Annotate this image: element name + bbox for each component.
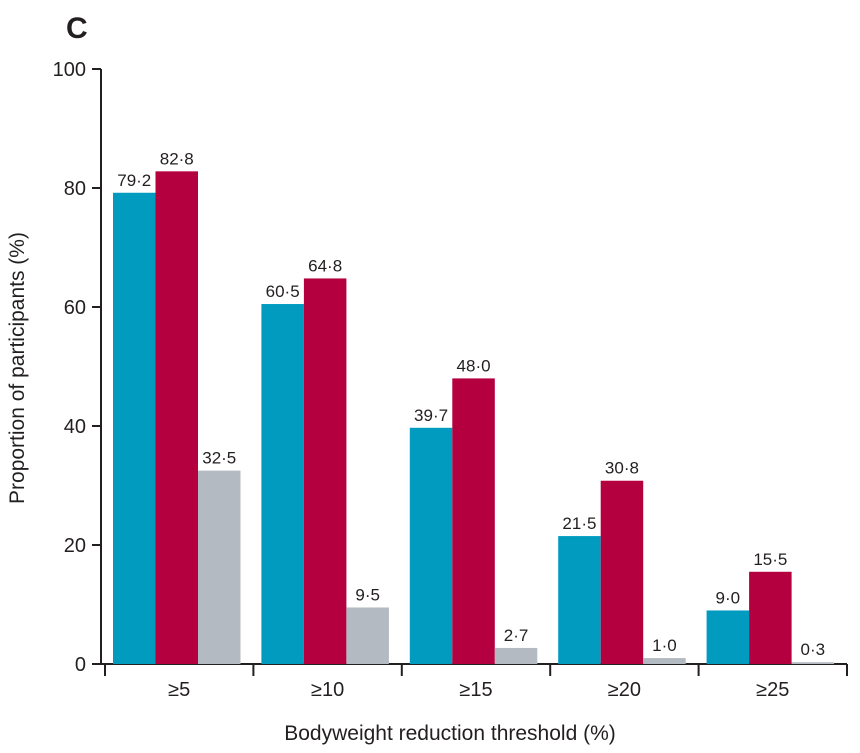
x-tick-label: ≥10 — [311, 679, 344, 701]
x-axis: ≥5 ≥10 ≥15 ≥20 ≥25 — [101, 663, 848, 701]
bar — [558, 536, 601, 664]
y-tick-label: 0 — [75, 654, 86, 676]
bar-value-label: 9·0 — [716, 588, 741, 607]
bar-value-label: 0·3 — [801, 640, 826, 659]
bar-value-label: 1·0 — [652, 636, 677, 655]
bar — [346, 607, 389, 664]
bar — [600, 480, 644, 664]
bar — [198, 470, 241, 664]
bar-value-label: 15·5 — [753, 550, 787, 569]
y-tick-label: 80 — [64, 178, 86, 200]
bar — [409, 427, 453, 664]
bars — [113, 171, 835, 664]
bar-value-label: 2·7 — [504, 626, 529, 645]
bar-value-label: 32·5 — [202, 449, 236, 468]
bar-value-label: 79·2 — [117, 171, 151, 190]
y-tick-label: 100 — [53, 59, 86, 81]
bar — [643, 658, 686, 664]
x-tick-label: ≥25 — [756, 679, 789, 701]
bar-value-label: 30·8 — [605, 459, 639, 478]
bar-value-label: 82·8 — [160, 149, 194, 168]
y-tick-label: 60 — [64, 297, 86, 319]
x-tick-label: ≥15 — [459, 679, 492, 701]
panel-label: C — [66, 12, 88, 45]
y-tick-label: 40 — [64, 416, 86, 438]
bar-value-label: 60·5 — [266, 282, 300, 301]
bar — [494, 647, 538, 664]
bar — [303, 278, 347, 664]
bar-value-label: 21·5 — [562, 514, 596, 533]
bar — [791, 662, 835, 664]
bar-value-label: 9·5 — [355, 585, 380, 604]
x-axis-title: Bodyweight reduction threshold (%) — [284, 722, 616, 745]
x-tick-label: ≥20 — [608, 679, 641, 701]
bar — [261, 304, 304, 664]
bar — [155, 171, 198, 664]
x-tick-label: ≥5 — [168, 679, 190, 701]
y-tick-label: 20 — [64, 535, 86, 557]
bar — [452, 378, 495, 664]
data-labels: 79·2 60·5 39·7 21·5 9·0 82·8 64·8 48·0 30·8 15·5 3… — [117, 149, 825, 659]
y-axis: 0 20 40 60 80 100 — [53, 59, 102, 676]
bar-value-label: 39·7 — [414, 406, 448, 425]
bar — [113, 192, 156, 664]
bar — [749, 571, 792, 664]
bar — [706, 610, 750, 664]
bar-value-label: 64·8 — [308, 256, 342, 275]
bar-value-label: 48·0 — [457, 356, 491, 375]
y-axis-title: Proportion of participants (%) — [6, 232, 29, 504]
